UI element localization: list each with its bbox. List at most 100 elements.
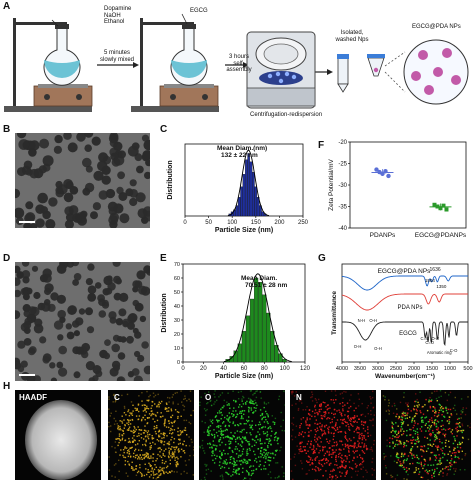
element-signal-dot	[248, 411, 250, 413]
element-signal-dot	[458, 451, 460, 453]
histogram-bar	[258, 282, 263, 363]
element-signal-dot	[277, 437, 280, 439]
element-signal-dot	[344, 420, 346, 423]
x-tick-label: 100	[227, 220, 238, 226]
element-signal-dot	[168, 456, 170, 459]
element-signal-dot	[163, 462, 166, 465]
element-signal-dot	[435, 454, 437, 456]
element-signal-dot	[142, 454, 144, 456]
element-signal-dot	[294, 436, 297, 438]
element-signal-dot	[257, 448, 260, 450]
element-signal-dot	[255, 441, 257, 444]
element-signal-dot	[238, 454, 240, 457]
nanoparticle	[113, 292, 122, 301]
step1-time: 5 minutes	[103, 50, 130, 56]
element-signal-dot	[460, 443, 462, 445]
peak-label: 1636	[430, 267, 441, 273]
nanoparticle	[117, 352, 126, 360]
element-signal-dot	[430, 424, 433, 427]
element-signal-dot	[361, 442, 363, 444]
element-signal-dot	[343, 418, 345, 420]
element-signal-dot	[437, 463, 439, 465]
element-signal-dot	[308, 409, 311, 411]
element-signal-dot	[168, 443, 170, 446]
element-signal-dot	[234, 448, 236, 450]
element-signal-dot	[262, 431, 265, 433]
element-signal-dot	[149, 446, 151, 448]
element-signal-dot	[411, 439, 413, 442]
element-signal-dot	[418, 462, 420, 464]
element-signal-dot	[137, 418, 139, 421]
element-signal-dot	[429, 457, 431, 459]
element-signal-dot	[140, 437, 143, 439]
element-signal-dot	[459, 469, 461, 471]
element-signal-dot	[117, 426, 119, 429]
element-signal-dot	[149, 448, 151, 450]
element-signal-dot	[154, 414, 157, 416]
element-signal-dot	[254, 392, 256, 394]
element-signal-dot	[458, 441, 461, 444]
element-signal-dot	[241, 416, 243, 418]
element-signal-dot	[136, 454, 138, 456]
element-signal-dot	[169, 459, 171, 461]
element-signal-dot	[178, 448, 180, 450]
element-signal-dot	[356, 427, 358, 430]
element-signal-dot	[389, 437, 391, 439]
element-signal-dot	[217, 419, 219, 422]
element-signal-dot	[236, 460, 238, 462]
element-signal-dot	[253, 392, 255, 395]
element-signal-dot	[451, 429, 454, 431]
nanoparticle	[75, 317, 84, 326]
element-signal-dot	[421, 476, 424, 479]
element-signal-dot	[398, 430, 400, 433]
nanoparticle	[115, 318, 124, 326]
nanoparticle	[42, 273, 52, 283]
element-signal-dot	[225, 428, 228, 431]
element-signal-dot	[177, 417, 179, 419]
element-signal-dot	[390, 474, 392, 477]
element-signal-dot	[130, 447, 132, 449]
element-signal-dot	[390, 431, 392, 433]
element-signal-dot	[446, 473, 449, 475]
element-signal-dot	[131, 440, 134, 443]
element-signal-dot	[440, 405, 443, 408]
element-signal-dot	[311, 468, 314, 470]
element-signal-dot	[349, 429, 351, 431]
element-signal-dot	[137, 443, 139, 445]
nanoparticle	[113, 364, 120, 372]
element-signal-dot	[438, 403, 440, 406]
element-signal-dot	[409, 463, 411, 465]
element-signal-dot	[345, 437, 347, 439]
element-signal-dot	[246, 454, 248, 456]
element-signal-dot	[264, 432, 267, 435]
functional-group-label: C=C	[421, 336, 430, 341]
element-signal-dot	[131, 461, 133, 463]
y-axis-label: Distribution	[167, 160, 174, 199]
element-signal-dot	[348, 426, 350, 428]
element-signal-dot	[215, 431, 218, 434]
element-signal-dot	[332, 399, 335, 401]
element-signal-dot	[308, 413, 310, 415]
element-signal-dot	[314, 439, 316, 441]
element-signal-dot	[151, 437, 153, 439]
nanoparticle	[56, 361, 64, 369]
element-signal-dot	[407, 408, 410, 411]
nanoparticle	[91, 136, 101, 146]
element-signal-dot	[174, 392, 176, 394]
nanoparticle	[35, 218, 45, 228]
element-signal-dot	[335, 441, 338, 443]
element-signal-dot	[403, 446, 405, 448]
element-signal-dot	[165, 426, 168, 428]
element-signal-dot	[145, 452, 148, 454]
nanoparticle	[44, 287, 52, 296]
element-signal-dot	[242, 448, 245, 450]
element-signal-dot	[193, 454, 194, 457]
element-signal-dot	[365, 447, 368, 449]
step1-label: 5 minutes slowly mixed	[96, 50, 138, 63]
element-signal-dot	[402, 413, 404, 416]
element-signal-dot	[327, 431, 330, 433]
element-signal-dot	[404, 442, 406, 444]
element-signal-dot	[218, 430, 220, 432]
element-signal-dot	[318, 460, 320, 462]
nanoparticle	[119, 292, 129, 302]
